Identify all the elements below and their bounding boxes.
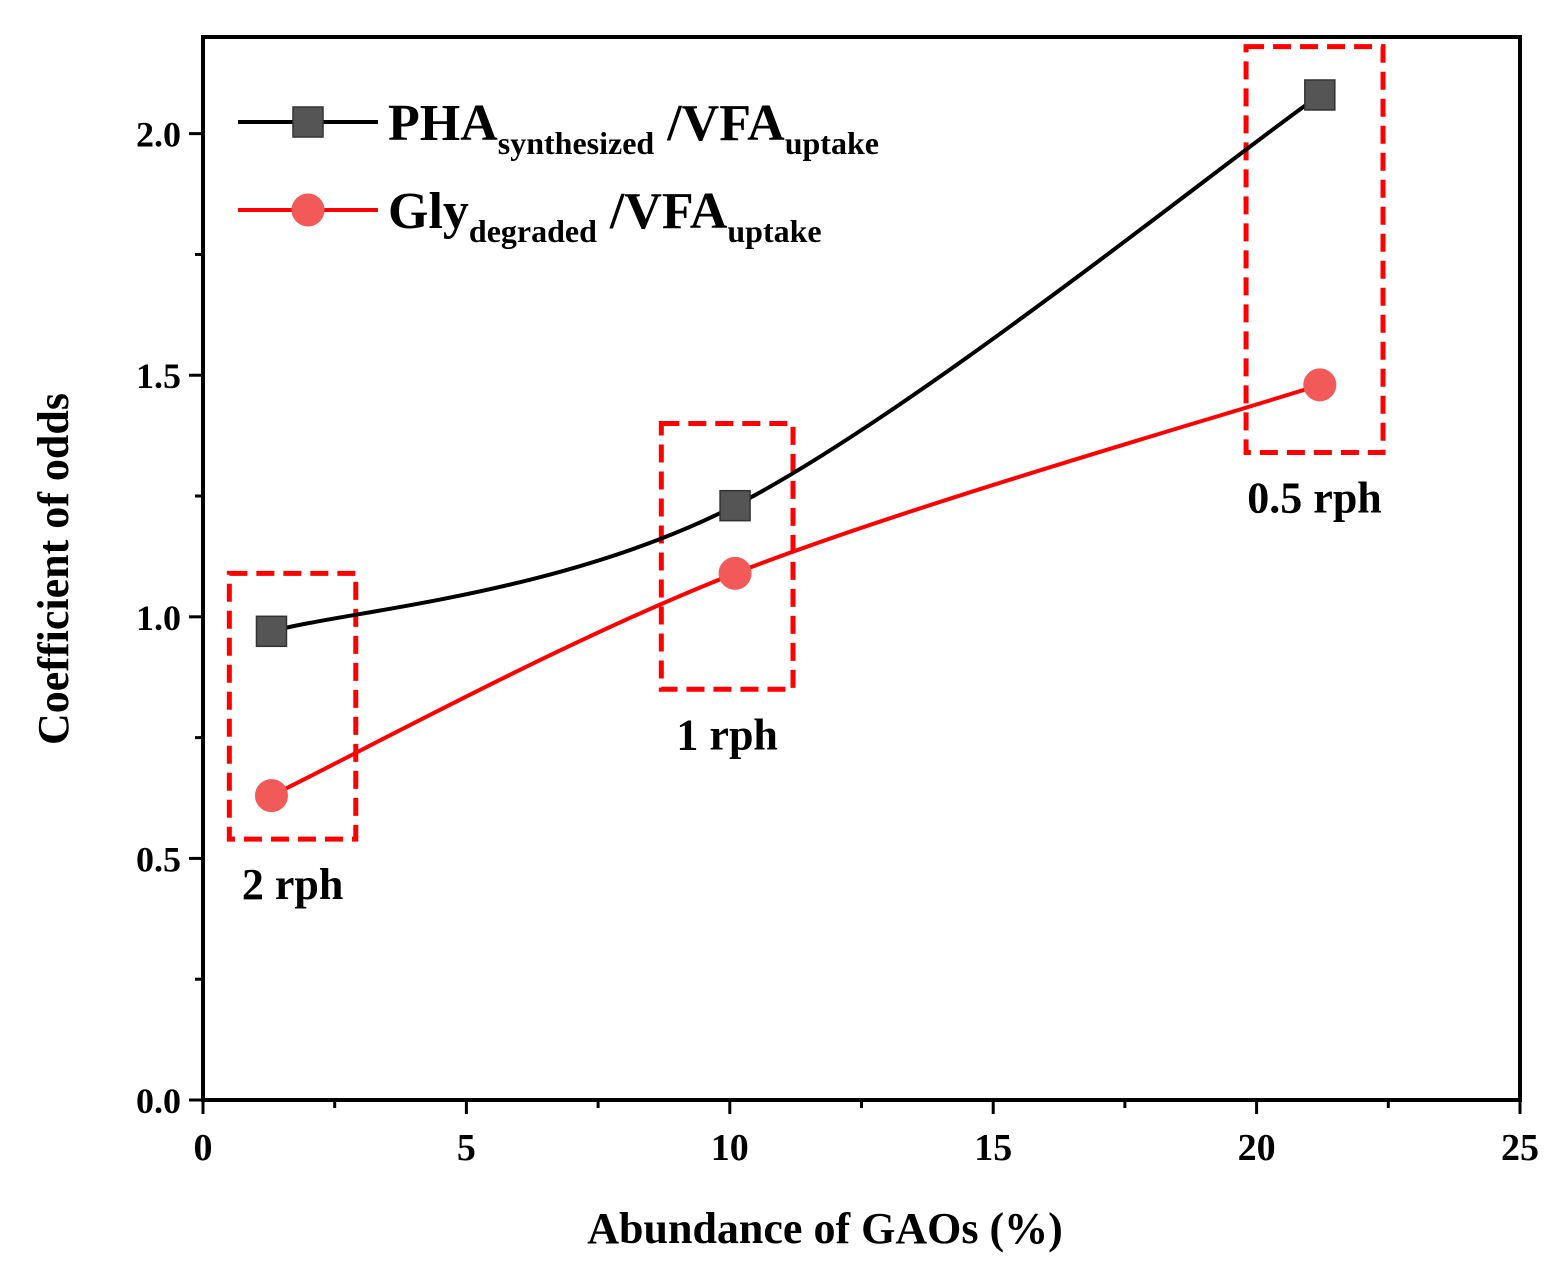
x-tick-label: 15: [974, 1127, 1012, 1169]
annotation-boxes: 2 rph 1 rph 0.5 rph: [226, 44, 1386, 909]
legend-marker: [292, 106, 324, 138]
legend-legend-sub2: uptake: [727, 213, 821, 249]
annotation-box: [226, 570, 359, 842]
y-tick-label: 1.0: [136, 598, 181, 638]
series-layer: [254, 79, 1337, 813]
legend-label: Glydegraded /VFAuptake: [388, 183, 822, 249]
y-tick-label: 2.0: [136, 115, 181, 155]
x-tick-label: 0: [194, 1127, 213, 1169]
series-line-pha: [270, 93, 1321, 634]
legend-legend-sub2: uptake: [785, 125, 879, 161]
x-axis-label: Abundance of GAOs (%): [587, 1204, 1063, 1253]
data-point-pha: [719, 489, 751, 522]
x-tick-label: 20: [1238, 1127, 1276, 1169]
annotation-label: 2 rph: [242, 860, 343, 909]
axes-layer: 0 5 10 15 20 25 0.0 0.5 1.0 1.5 2.0: [136, 115, 1539, 1169]
legend-legend-sub: degraded: [469, 213, 597, 249]
legend-legend-main: Gly: [388, 183, 469, 240]
legend-legend-mid: /VFA: [654, 95, 785, 152]
data-point-pha: [1304, 79, 1336, 111]
annotation-label: 1 rph: [676, 710, 777, 759]
y-tick-label: 0.5: [136, 839, 181, 879]
annotation-box: [658, 421, 796, 692]
x-tick-label: 10: [711, 1127, 749, 1169]
data-point-gly: [718, 556, 752, 590]
data-point-pha: [255, 615, 288, 648]
annotation-label: 0.5 rph: [1247, 474, 1381, 523]
x-tick-label: 25: [1501, 1127, 1539, 1169]
y-axis-label: Coefficient of odds: [29, 393, 78, 745]
legend-legend-mid: /VFA: [597, 183, 728, 240]
legend-legend-main: PHA: [388, 95, 498, 152]
x-tick-label: 5: [457, 1127, 476, 1169]
y-tick-label: 1.5: [136, 356, 181, 396]
annotation-box: [1243, 44, 1386, 456]
y-tick-label: 0.0: [136, 1081, 181, 1121]
legend-legend-sub: synthesized: [498, 125, 655, 161]
legend-label: PHAsynthesized /VFAuptake: [388, 95, 879, 161]
data-point-gly: [1303, 368, 1337, 402]
data-point-gly: [254, 779, 288, 813]
legend-marker: [291, 193, 325, 227]
